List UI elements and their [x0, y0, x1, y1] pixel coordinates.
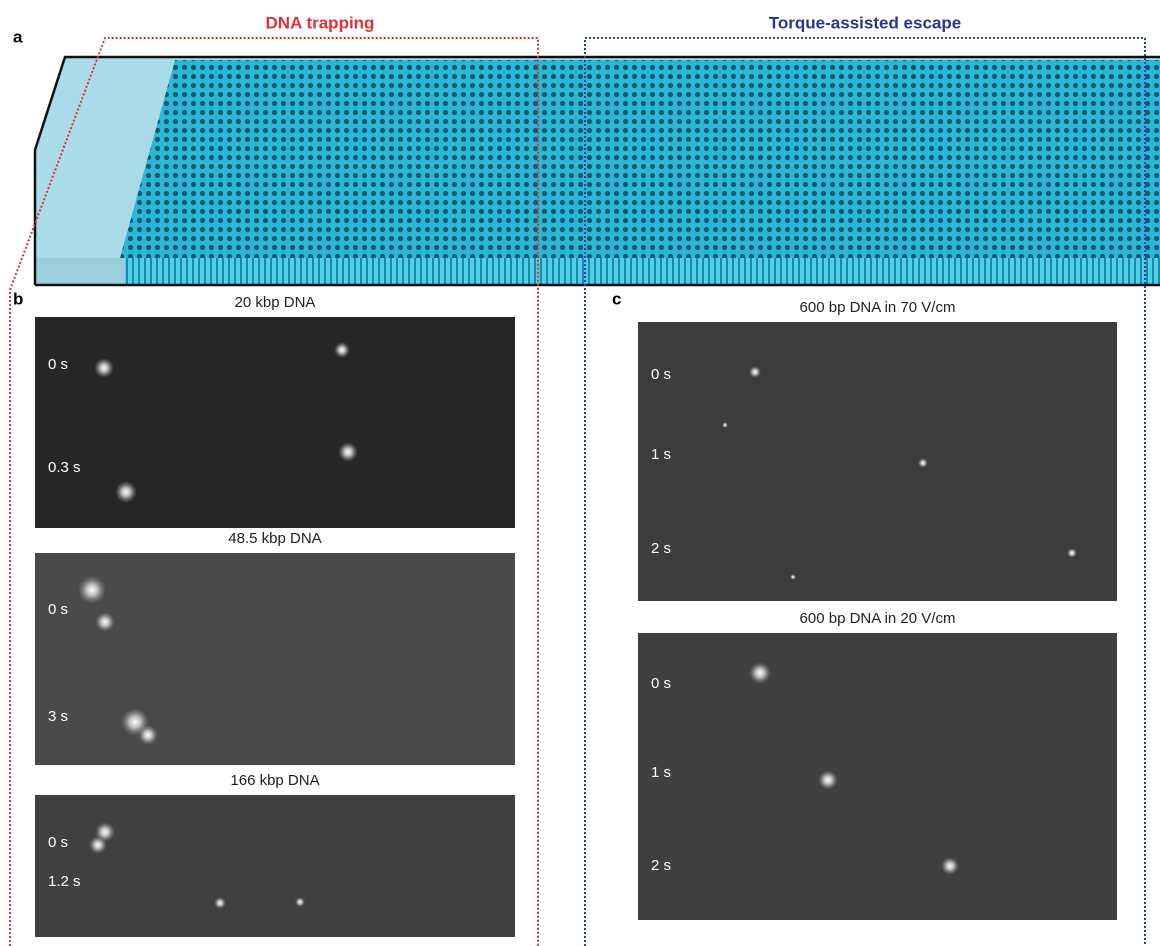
dna-spot: [722, 422, 728, 428]
dna-spot: [334, 342, 350, 358]
dna-spot: [338, 442, 358, 462]
time-label: 2 s: [651, 857, 671, 874]
time-label: 0 s: [48, 601, 68, 618]
dna-spot: [941, 857, 959, 875]
dna-spot: [78, 576, 106, 604]
figure: a DNA trapping Torque-assisted escape b …: [0, 0, 1160, 946]
channel-front: [35, 258, 1160, 285]
dna-spot: [295, 897, 305, 907]
dna-spot: [918, 458, 928, 468]
pillar-array: [120, 60, 1160, 258]
image-title: 166 kbp DNA: [230, 772, 319, 789]
micrograph: [35, 795, 515, 937]
micrograph: [638, 633, 1117, 920]
micrograph: [638, 322, 1117, 601]
time-label: 1.2 s: [48, 873, 81, 890]
channel-front-end: [35, 258, 125, 285]
time-label: 1 s: [651, 446, 671, 463]
region-title: Torque-assisted escape: [769, 13, 961, 32]
dna-spot: [1067, 548, 1077, 558]
dna-spot: [790, 574, 796, 580]
time-label: 0 s: [48, 834, 68, 851]
time-label: 0 s: [651, 675, 671, 692]
image-title: 48.5 kbp DNA: [228, 530, 321, 547]
dna-spot: [89, 836, 107, 854]
micrograph: [35, 553, 515, 765]
panel-label: b: [13, 289, 23, 308]
dna-spot: [138, 725, 158, 745]
image-title: 600 bp DNA in 20 V/cm: [800, 610, 956, 627]
time-label: 3 s: [48, 708, 68, 725]
dna-spot: [115, 481, 137, 503]
panel-label: a: [13, 27, 23, 46]
region-title: DNA trapping: [266, 13, 375, 32]
time-label: 0 s: [48, 356, 68, 373]
time-label: 0.3 s: [48, 459, 81, 476]
image-title: 600 bp DNA in 70 V/cm: [800, 299, 956, 316]
dna-spot: [749, 662, 771, 684]
dna-spot: [214, 897, 226, 909]
micrograph: [35, 317, 515, 528]
time-label: 2 s: [651, 540, 671, 557]
image-title: 20 kbp DNA: [235, 294, 316, 311]
time-label: 0 s: [651, 366, 671, 383]
panel-label: c: [612, 289, 621, 308]
time-label: 1 s: [651, 764, 671, 781]
dna-spot: [818, 770, 838, 790]
dna-spot: [95, 612, 115, 632]
dna-spot: [94, 358, 114, 378]
dna-spot: [749, 366, 761, 378]
